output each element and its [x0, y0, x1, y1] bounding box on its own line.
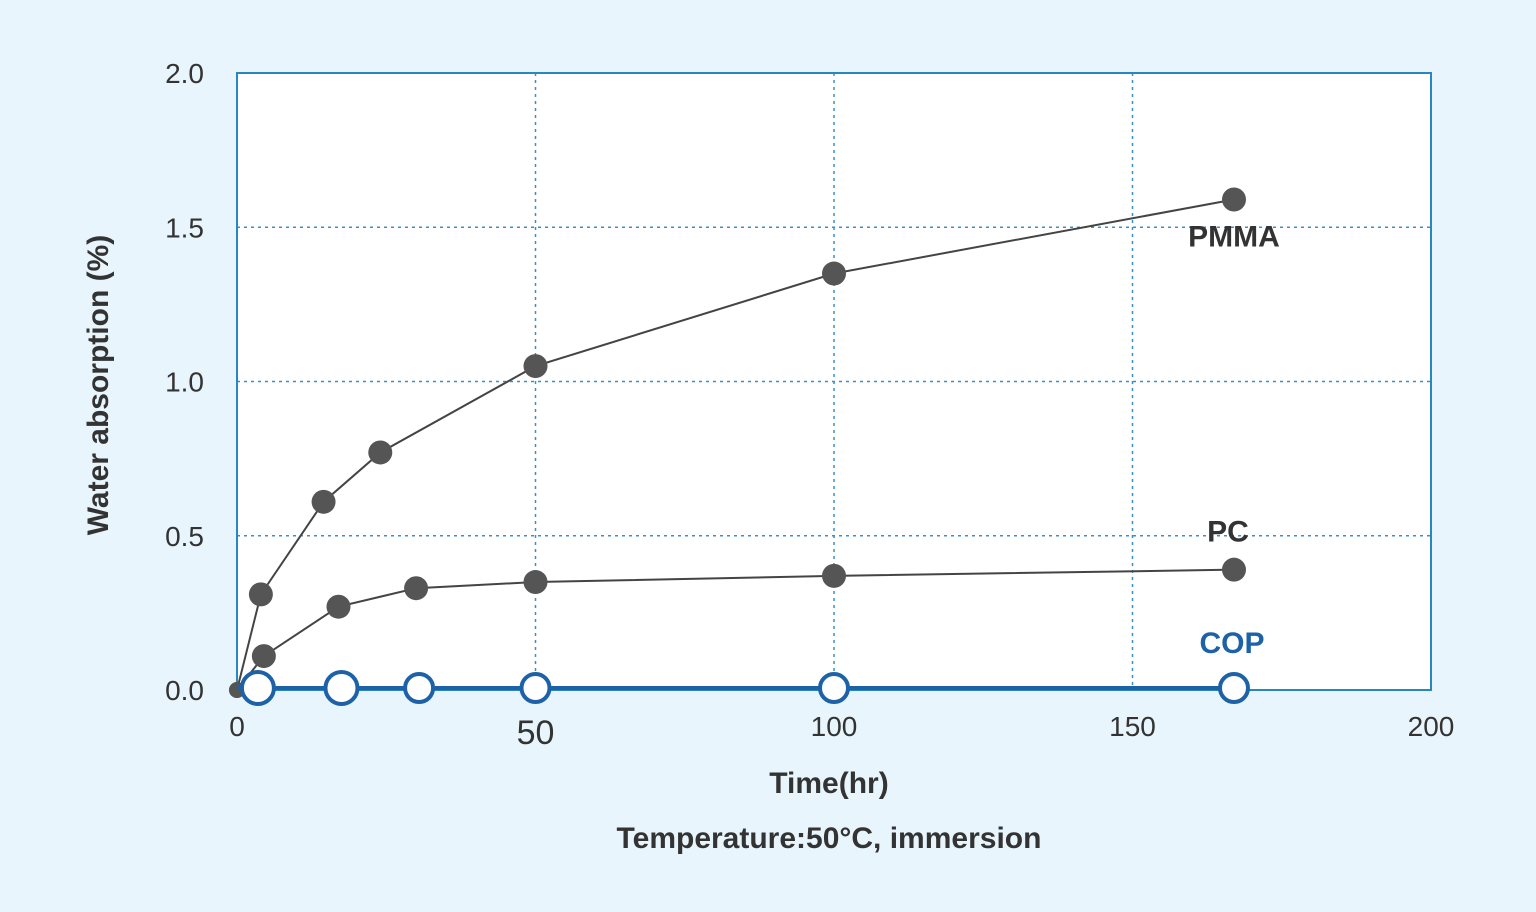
pc-data-point [1221, 557, 1246, 582]
series-layer: PMMA PC COP [229, 187, 1280, 706]
y-tick-label: 2.0 [165, 58, 204, 89]
series-pmma: PMMA [229, 187, 1280, 698]
y-tick-label: 0.0 [165, 675, 204, 706]
x-tick-label: 100 [811, 711, 858, 742]
x-tick-label: 150 [1109, 711, 1156, 742]
cop-data-point [403, 672, 436, 704]
grid [237, 73, 1431, 690]
tick-labels: 0 50 100 150 200 0.0 0.5 1.0 1.5 2.0 [165, 58, 1454, 752]
y-tick-label: 0.5 [165, 521, 204, 552]
y-axis-label: Water absorption (%) [82, 235, 115, 536]
x-tick-label: 50 [517, 714, 555, 752]
pmma-data-point [1221, 187, 1246, 212]
cop-data-point [519, 672, 552, 704]
cop-data-point [818, 672, 850, 704]
series-cop: COP [237, 627, 1264, 706]
cop-data-point [239, 670, 276, 706]
pmma-data-point [523, 354, 548, 379]
cop-data-point [1217, 672, 1250, 704]
series-label-cop: COP [1199, 627, 1264, 660]
pc-data-point [404, 576, 429, 601]
y-tick-label: 1.5 [165, 212, 204, 243]
x-tick-label: 200 [1408, 711, 1455, 742]
series-label-pc: PC [1207, 516, 1249, 549]
pc-data-point [251, 644, 276, 669]
pc-data-point [523, 570, 548, 595]
series-label-pmma: PMMA [1188, 220, 1280, 253]
pc-data-point [822, 563, 846, 588]
condition-note: Temperature:50°C, immersion [617, 822, 1042, 855]
y-tick-label: 1.0 [165, 367, 204, 398]
cop-data-point [323, 670, 360, 706]
pmma-data-point [248, 582, 273, 607]
x-axis-label: Time(hr) [769, 767, 888, 800]
x-tick-label: 0 [229, 711, 245, 742]
pmma-data-point [311, 489, 336, 514]
pc-data-point [326, 594, 351, 619]
series-pc: PC [229, 516, 1249, 698]
pmma-data-point [822, 261, 846, 286]
pmma-data-point [368, 440, 393, 465]
